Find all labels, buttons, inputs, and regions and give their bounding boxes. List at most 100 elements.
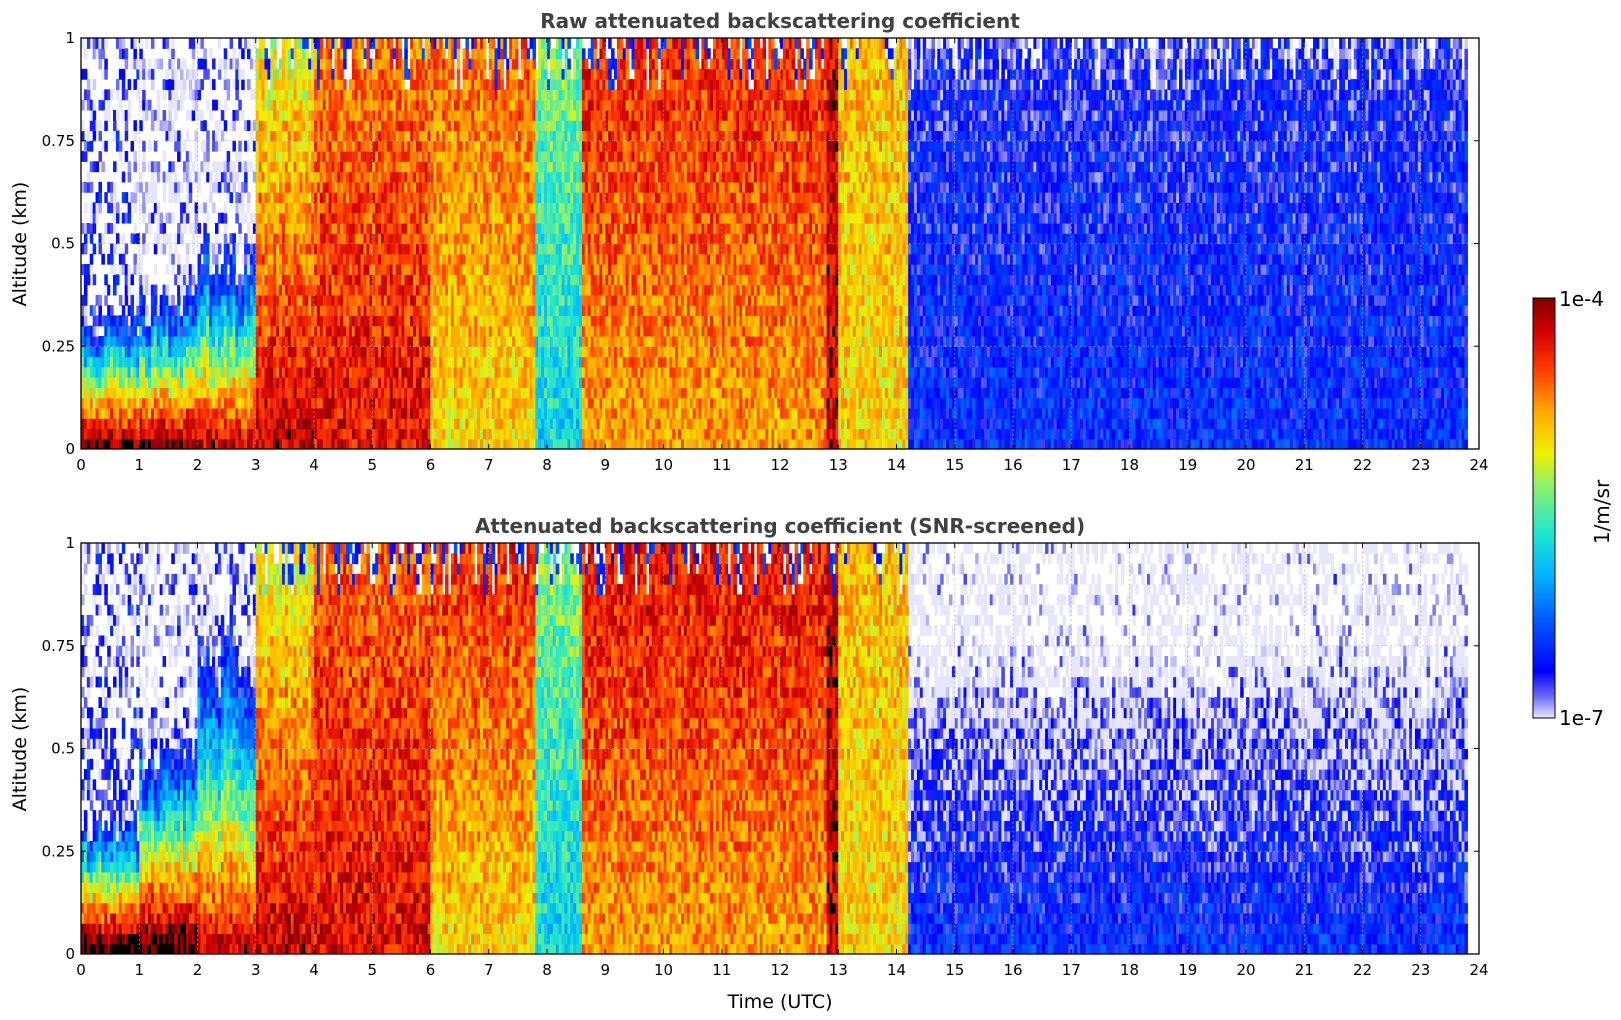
heatmap-cell bbox=[118, 99, 123, 111]
heatmap-cell bbox=[168, 418, 172, 430]
heatmap-cell bbox=[319, 335, 324, 347]
heatmap-cell bbox=[273, 130, 277, 142]
heatmap-cell bbox=[147, 387, 152, 399]
heatmap-cell bbox=[124, 407, 129, 419]
heatmap-cell bbox=[130, 346, 135, 358]
heatmap-cell bbox=[293, 130, 298, 142]
heatmap-cell bbox=[290, 140, 295, 152]
heatmap-cell bbox=[185, 387, 190, 399]
heatmap-cell bbox=[159, 438, 164, 449]
heatmap-cell bbox=[92, 130, 97, 142]
heatmap-cell bbox=[281, 68, 286, 80]
heatmap-cell bbox=[325, 161, 330, 173]
heatmap-cell bbox=[296, 253, 301, 265]
heatmap-cell bbox=[226, 284, 231, 296]
heatmap-cell bbox=[188, 397, 193, 409]
heatmap-cell bbox=[188, 222, 193, 234]
heatmap-cell bbox=[398, 38, 402, 49]
heatmap-cell bbox=[279, 346, 283, 358]
heatmap-cell bbox=[81, 243, 85, 255]
heatmap-cell bbox=[229, 253, 234, 265]
heatmap-cell bbox=[124, 428, 129, 440]
heatmap-cell bbox=[115, 397, 120, 409]
heatmap-cell bbox=[214, 161, 219, 173]
heatmap-cell bbox=[118, 264, 123, 275]
heatmap-cell bbox=[150, 315, 155, 327]
heatmap-cell bbox=[314, 305, 318, 317]
heatmap-cell bbox=[229, 284, 234, 296]
heatmap-cell bbox=[86, 407, 91, 419]
heatmap-cell bbox=[281, 335, 286, 347]
heatmap-cell bbox=[194, 366, 199, 378]
heatmap-cell bbox=[165, 38, 169, 49]
heatmap-cell bbox=[258, 58, 263, 70]
heatmap-cell bbox=[319, 233, 324, 245]
heatmap-cell bbox=[177, 151, 181, 162]
heatmap-cell bbox=[241, 253, 245, 265]
heatmap-cell bbox=[194, 397, 199, 409]
heatmap-cell bbox=[83, 418, 88, 430]
heatmap-cell bbox=[174, 79, 178, 90]
heatmap-cell bbox=[171, 161, 175, 173]
heatmap-cell bbox=[258, 274, 263, 286]
heatmap-cell bbox=[115, 366, 120, 378]
heatmap-cell bbox=[194, 407, 199, 419]
heatmap-cell bbox=[229, 264, 234, 275]
heatmap-cell bbox=[168, 377, 172, 388]
heatmap-cell bbox=[229, 315, 234, 327]
heatmap-cell bbox=[235, 387, 239, 399]
heatmap-cell bbox=[287, 89, 292, 101]
heatmap-cell bbox=[197, 418, 202, 430]
heatmap-cell bbox=[147, 418, 152, 430]
heatmap-cell bbox=[290, 284, 295, 296]
heatmap-cell bbox=[200, 120, 204, 132]
heatmap-cell bbox=[206, 68, 210, 80]
heatmap-cell bbox=[159, 377, 164, 388]
heatmap-cell bbox=[273, 151, 277, 162]
heatmap-cell bbox=[235, 335, 239, 347]
heatmap-cell bbox=[287, 212, 292, 224]
heatmap-cell bbox=[267, 264, 271, 275]
heatmap-cell bbox=[232, 171, 236, 183]
heatmap-cell bbox=[308, 171, 312, 183]
heatmap-cell bbox=[81, 264, 85, 275]
heatmap-cell bbox=[296, 192, 301, 203]
heatmap-cell bbox=[185, 346, 190, 358]
heatmap-cell bbox=[165, 120, 169, 132]
heatmap-cell bbox=[159, 212, 164, 224]
heatmap-cell bbox=[107, 315, 111, 327]
heatmap-cell bbox=[264, 192, 268, 203]
heatmap-cell bbox=[276, 418, 280, 430]
heatmap-cell bbox=[191, 346, 196, 358]
heatmap-cell bbox=[89, 140, 94, 152]
heatmap-cell bbox=[299, 181, 303, 193]
heatmap-cell bbox=[273, 366, 277, 378]
heatmap-cell bbox=[209, 171, 213, 183]
heatmap-cell bbox=[328, 294, 333, 306]
heatmap-cell bbox=[191, 38, 196, 49]
heatmap-cell bbox=[325, 171, 330, 183]
heatmap-cell bbox=[124, 294, 129, 306]
heatmap-cell bbox=[177, 181, 181, 193]
heatmap-cell bbox=[104, 397, 108, 409]
heatmap-cell bbox=[92, 438, 97, 449]
heatmap-cell bbox=[209, 274, 213, 286]
heatmap-cell bbox=[180, 212, 184, 224]
heatmap-cell bbox=[162, 79, 167, 90]
heatmap-cell bbox=[197, 387, 202, 399]
heatmap-cell bbox=[185, 397, 190, 409]
heatmap-cell bbox=[182, 161, 187, 173]
heatmap-cell bbox=[162, 109, 167, 121]
heatmap-cell bbox=[322, 305, 327, 317]
heatmap-cell bbox=[261, 222, 266, 234]
heatmap-cell bbox=[325, 253, 330, 265]
heatmap-cell bbox=[150, 192, 155, 203]
heatmap-cell bbox=[267, 428, 271, 440]
heatmap-cell bbox=[281, 171, 286, 183]
heatmap-cell bbox=[311, 161, 315, 173]
heatmap-cell bbox=[229, 305, 234, 317]
heatmap-cell bbox=[162, 243, 167, 255]
heatmap-cell bbox=[302, 335, 306, 347]
heatmap-cell bbox=[177, 233, 181, 245]
heatmap-cell bbox=[247, 315, 251, 327]
